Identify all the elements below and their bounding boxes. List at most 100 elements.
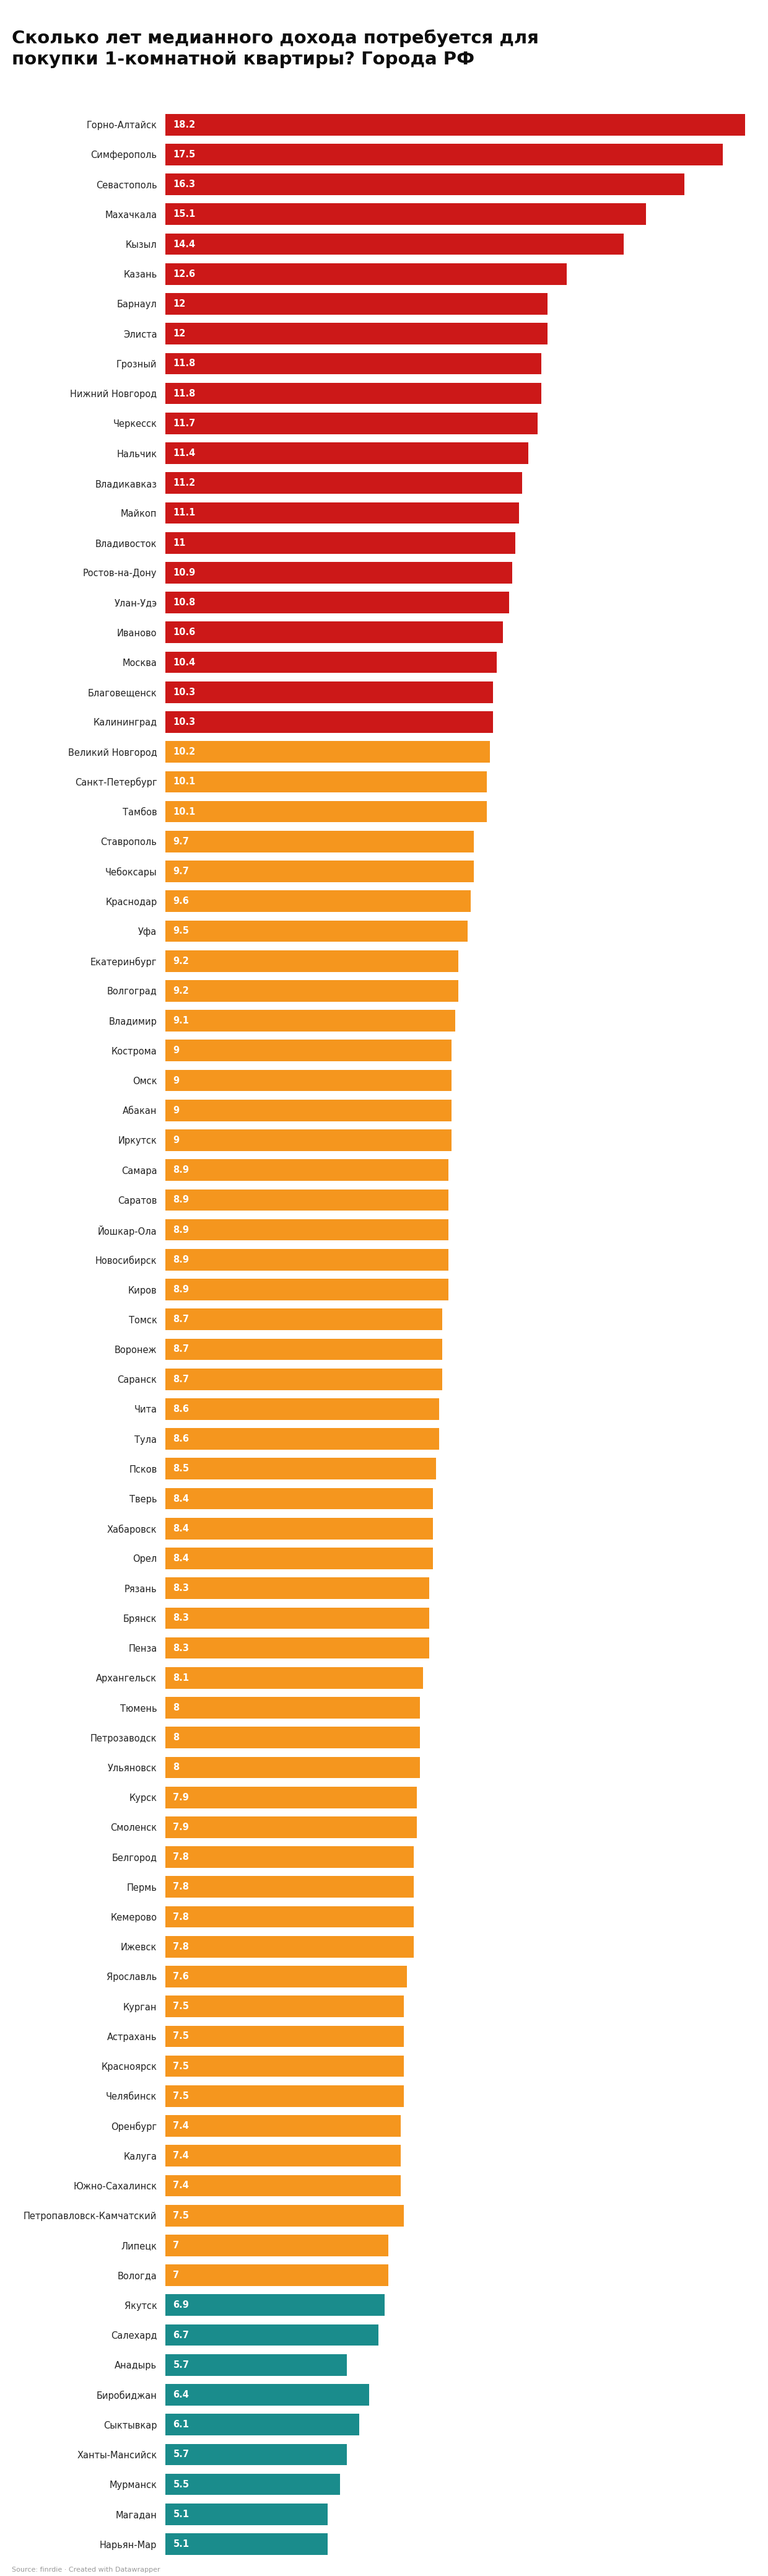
Bar	[165, 1607, 429, 1628]
Bar	[165, 951, 458, 971]
Text: 8.7: 8.7	[173, 1376, 189, 1383]
Text: 8.9: 8.9	[173, 1255, 189, 1265]
Text: 7.4: 7.4	[173, 2182, 189, 2190]
Bar	[165, 860, 474, 881]
Text: 6.1: 6.1	[173, 2419, 189, 2429]
Bar	[165, 144, 723, 165]
Bar	[165, 2473, 340, 2496]
Bar	[165, 353, 541, 374]
Bar	[165, 1218, 449, 1242]
Text: Сколько лет медианного дохода потребуется для
покупки 1-комнатной квартиры? Горо: Сколько лет медианного дохода потребуетс…	[12, 28, 538, 67]
Text: 12: 12	[173, 299, 186, 309]
Bar	[165, 562, 512, 582]
Bar	[165, 742, 490, 762]
Text: 8: 8	[173, 1734, 180, 1741]
Text: 7.5: 7.5	[173, 2032, 189, 2040]
Text: 11.2: 11.2	[173, 479, 196, 487]
Text: 8.4: 8.4	[173, 1553, 189, 1564]
Bar	[165, 920, 468, 943]
Bar	[165, 1906, 414, 1927]
Bar	[165, 1816, 417, 1839]
Text: 5.1: 5.1	[173, 2509, 189, 2519]
Text: 12.6: 12.6	[173, 270, 196, 278]
Text: 7.5: 7.5	[173, 2002, 189, 2012]
Text: 7.8: 7.8	[173, 1942, 189, 1953]
Bar	[165, 2174, 401, 2197]
Text: 11.1: 11.1	[173, 507, 196, 518]
Text: 9.2: 9.2	[173, 956, 189, 966]
Text: 6.7: 6.7	[173, 2331, 189, 2339]
Text: 7.8: 7.8	[173, 1852, 189, 1862]
Bar	[165, 1427, 439, 1450]
Bar	[165, 173, 684, 196]
Bar	[165, 1965, 407, 1986]
Bar	[165, 770, 487, 793]
Text: 7.4: 7.4	[173, 2151, 189, 2161]
Bar	[165, 1128, 452, 1151]
Bar	[165, 1368, 442, 1391]
Text: 8.3: 8.3	[173, 1643, 189, 1654]
Bar	[165, 2146, 401, 2166]
Text: 15.1: 15.1	[173, 209, 196, 219]
Bar	[165, 711, 493, 732]
Bar	[165, 2115, 401, 2136]
Bar	[165, 1249, 449, 1270]
Text: 8.6: 8.6	[173, 1435, 189, 1443]
Bar	[165, 2056, 404, 2076]
Bar	[165, 204, 646, 224]
Text: 10.3: 10.3	[173, 688, 196, 696]
Text: 9.1: 9.1	[173, 1015, 189, 1025]
Text: 12: 12	[173, 330, 186, 337]
Text: 8.4: 8.4	[173, 1525, 189, 1533]
Bar	[165, 2025, 404, 2048]
Bar	[165, 1577, 429, 1600]
Text: 9: 9	[173, 1077, 180, 1084]
Bar	[165, 2445, 346, 2465]
Text: 8.9: 8.9	[173, 1164, 189, 1175]
Text: 8.7: 8.7	[173, 1314, 189, 1324]
Bar	[165, 1458, 436, 1479]
Bar	[165, 1788, 417, 1808]
Text: 10.1: 10.1	[173, 806, 196, 817]
Bar	[165, 322, 548, 345]
Bar	[165, 502, 518, 523]
Text: 7.4: 7.4	[173, 2120, 189, 2130]
Text: 17.5: 17.5	[173, 149, 196, 160]
Text: 10.6: 10.6	[173, 629, 196, 636]
Text: 11: 11	[173, 538, 186, 549]
Bar	[165, 1100, 452, 1121]
Bar	[165, 1399, 439, 1419]
Bar	[165, 801, 487, 822]
Bar	[165, 1937, 414, 1958]
Text: 5.7: 5.7	[173, 2450, 189, 2460]
Text: 6.4: 6.4	[173, 2391, 189, 2398]
Text: 9: 9	[173, 1046, 180, 1056]
Bar	[165, 829, 474, 853]
Text: 5.5: 5.5	[173, 2481, 189, 2488]
Text: 7.5: 7.5	[173, 2061, 189, 2071]
Bar	[165, 683, 493, 703]
Text: 10.3: 10.3	[173, 716, 196, 726]
Text: 8.5: 8.5	[173, 1463, 189, 1473]
Bar	[165, 2087, 404, 2107]
Text: 5.1: 5.1	[173, 2540, 189, 2548]
Bar	[165, 1340, 442, 1360]
Text: 9: 9	[173, 1105, 180, 1115]
Bar	[165, 412, 538, 435]
Text: 7: 7	[173, 2241, 180, 2249]
Text: 18.2: 18.2	[173, 121, 196, 129]
Text: 7: 7	[173, 2269, 180, 2280]
Text: 10.8: 10.8	[173, 598, 196, 608]
Bar	[165, 891, 471, 912]
Text: 8.6: 8.6	[173, 1404, 189, 1414]
Bar	[165, 1489, 432, 1510]
Text: 7.8: 7.8	[173, 1883, 189, 1891]
Text: 10.2: 10.2	[173, 747, 196, 757]
Bar	[165, 2414, 359, 2434]
Text: 8: 8	[173, 1762, 180, 1772]
Bar	[165, 621, 503, 644]
Text: 10.4: 10.4	[173, 657, 196, 667]
Text: 11.8: 11.8	[173, 389, 196, 399]
Bar	[165, 652, 496, 672]
Text: 14.4: 14.4	[173, 240, 196, 250]
